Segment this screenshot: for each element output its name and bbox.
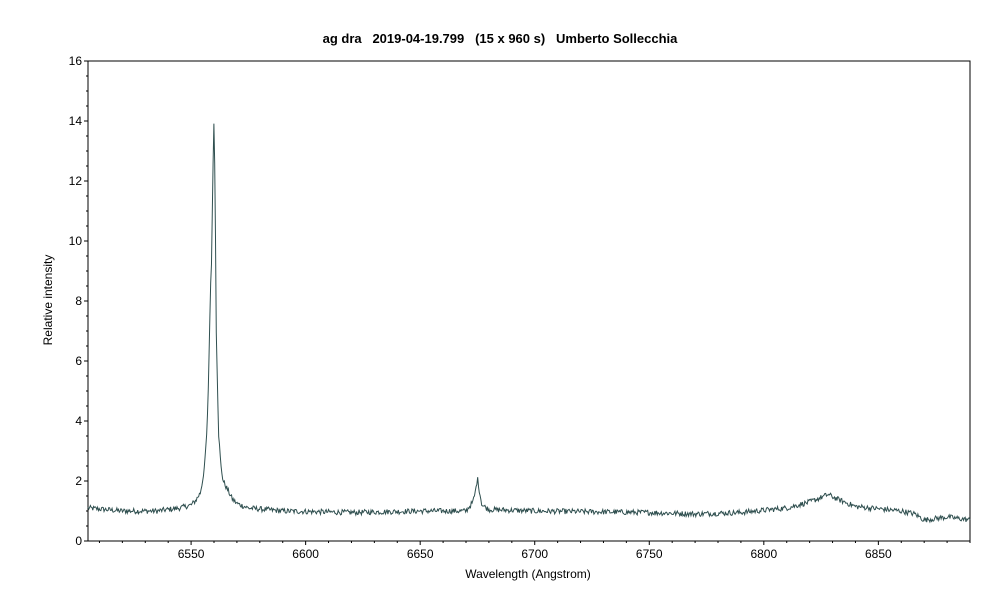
y-axis: 0 2 4 6 8 10 12 14 16 [69, 54, 88, 548]
x-axis-label: Wavelength (Angstrom) [465, 567, 591, 581]
series-line [87, 123, 971, 524]
x-tick-label: 6700 [521, 547, 548, 561]
y-axis-label: Relative intensity [41, 255, 55, 346]
y-tick-label: 0 [75, 534, 82, 548]
y-tick-label: 2 [75, 474, 82, 488]
x-tick-label: 6650 [407, 547, 434, 561]
x-tick-label: 6850 [865, 547, 892, 561]
plot-area-frame [87, 60, 971, 542]
x-tick-label: 6800 [750, 547, 777, 561]
y-tick-label: 10 [69, 234, 83, 248]
y-tick-label: 12 [69, 174, 83, 188]
y-tick-label: 16 [69, 54, 83, 68]
x-tick-label: 6750 [636, 547, 663, 561]
chart-title: ag dra 2019-04-19.799 (15 x 960 s) Umber… [323, 31, 679, 46]
y-tick-label: 6 [75, 354, 82, 368]
y-tick-label: 4 [75, 414, 82, 428]
y-tick-label: 14 [69, 114, 83, 128]
y-tick-label: 8 [75, 294, 82, 308]
x-tick-label: 6550 [178, 547, 205, 561]
x-axis: 6550 6600 6650 6700 6750 6800 6850 [98, 541, 971, 561]
x-tick-label: 6600 [292, 547, 319, 561]
